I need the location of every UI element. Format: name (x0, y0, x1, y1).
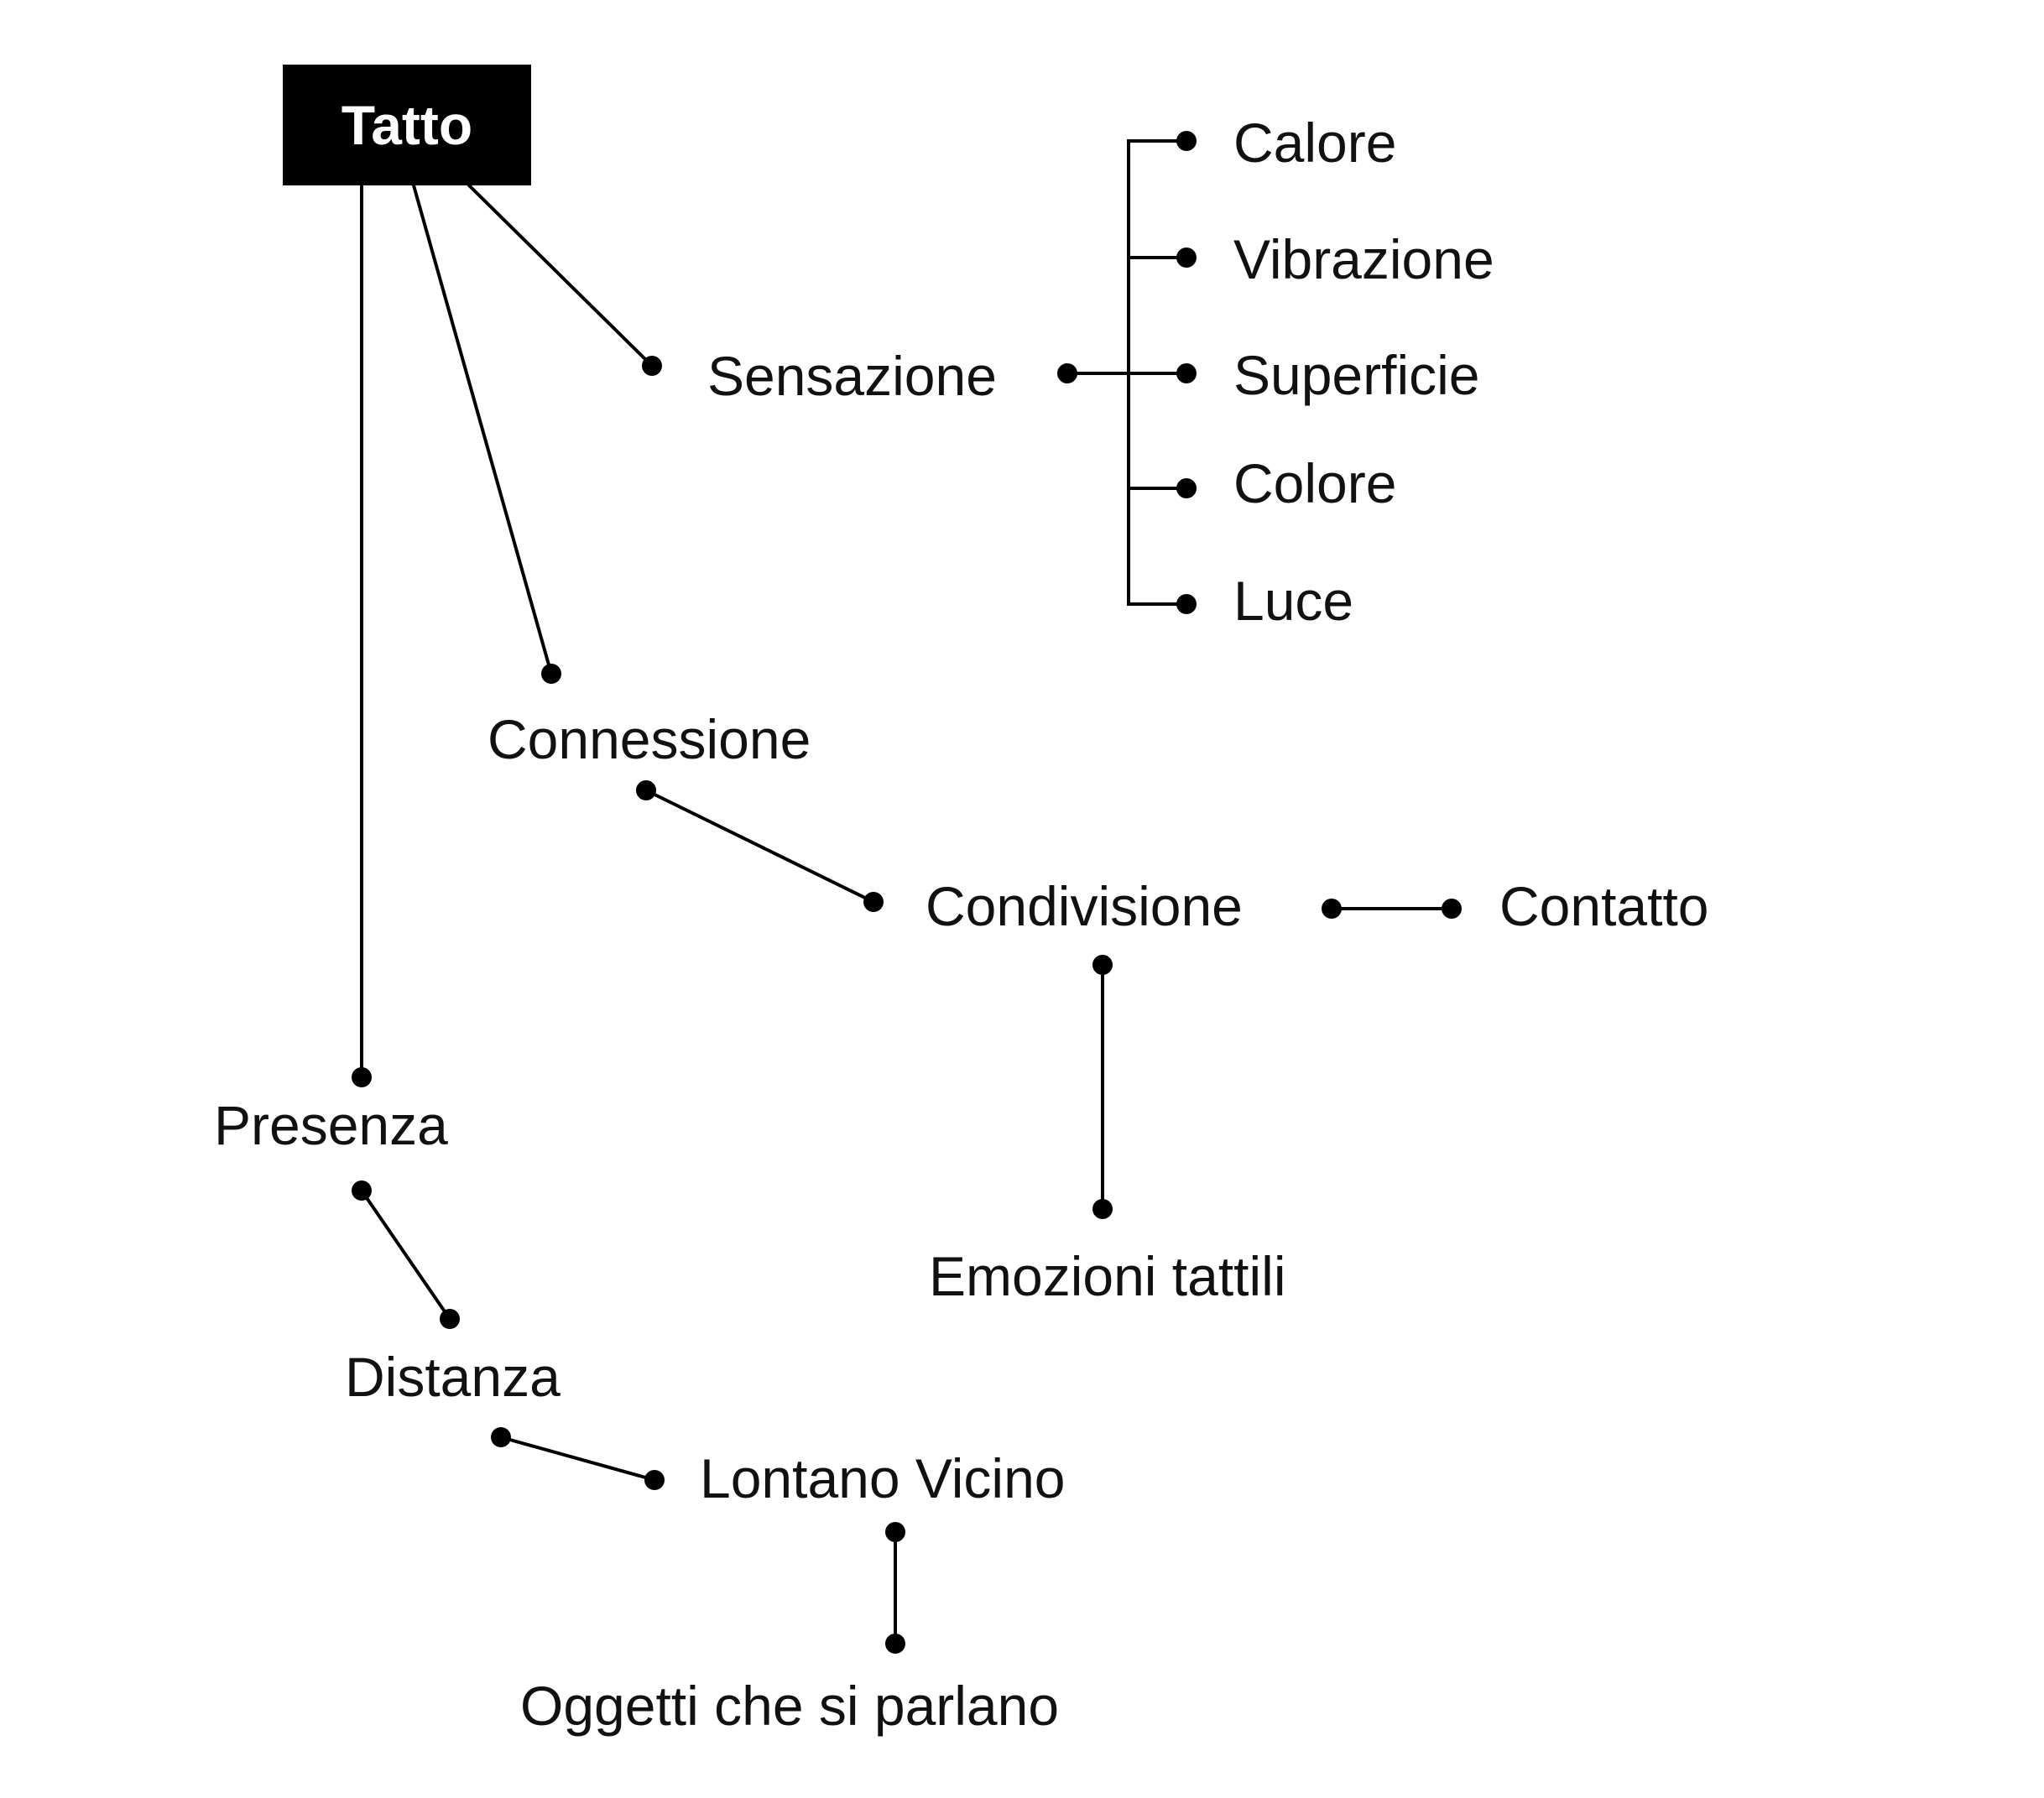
node-presenza: Presenza (214, 1094, 448, 1156)
node-luce: Luce (1233, 570, 1354, 632)
edge-connessione-condivisione (644, 789, 875, 904)
node-superficie: Superficie (1233, 344, 1480, 406)
node-emozioni-tattili: Emozioni tattili (929, 1245, 1286, 1307)
edge-distanza-lontano (499, 1436, 656, 1482)
dot-sensazione-in (642, 356, 662, 376)
dot-sensazione-out (1057, 363, 1077, 383)
node-oggetti-che-si-parlano: Oggetti che si parlano (520, 1675, 1060, 1737)
root-node-label: Tatto (341, 94, 473, 156)
dot-vibrazione (1176, 248, 1197, 268)
dot-presenza-in (352, 1067, 372, 1087)
node-calore: Calore (1233, 112, 1397, 174)
node-connessione: Connessione (488, 708, 811, 770)
root-node-tatto: Tatto (283, 65, 531, 185)
edge-presenza-distanza (360, 1189, 451, 1321)
node-contatto: Contatto (1499, 875, 1709, 937)
node-colore: Colore (1233, 452, 1397, 514)
dot-connessione-in (541, 664, 561, 684)
dot-condivisione-right (1322, 899, 1342, 919)
edge-tatto-sensazione (467, 184, 654, 367)
dot-luce (1176, 594, 1197, 614)
dot-lontano-out (885, 1522, 905, 1542)
edge-tatto-connessione (412, 184, 553, 675)
node-vibrazione: Vibrazione (1233, 228, 1494, 290)
dot-distanza-out (491, 1427, 511, 1447)
dot-distanza-in (440, 1309, 460, 1329)
node-sensazione: Sensazione (707, 345, 997, 407)
dot-condivisione-down (1092, 955, 1113, 975)
dot-lontano-in (644, 1470, 665, 1490)
dot-superficie (1176, 363, 1197, 383)
dot-contatto (1442, 899, 1462, 919)
dot-connessione-out (636, 780, 656, 800)
node-distanza: Distanza (345, 1346, 561, 1408)
dot-condivisione-in (863, 892, 884, 912)
dot-emozioni (1092, 1199, 1113, 1219)
node-lontano-vicino: Lontano Vicino (700, 1447, 1066, 1509)
dot-colore (1176, 478, 1197, 498)
dot-presenza-out (352, 1180, 372, 1201)
dot-oggetti (885, 1634, 905, 1654)
node-condivisione: Condivisione (926, 875, 1243, 937)
dot-calore (1176, 131, 1197, 151)
